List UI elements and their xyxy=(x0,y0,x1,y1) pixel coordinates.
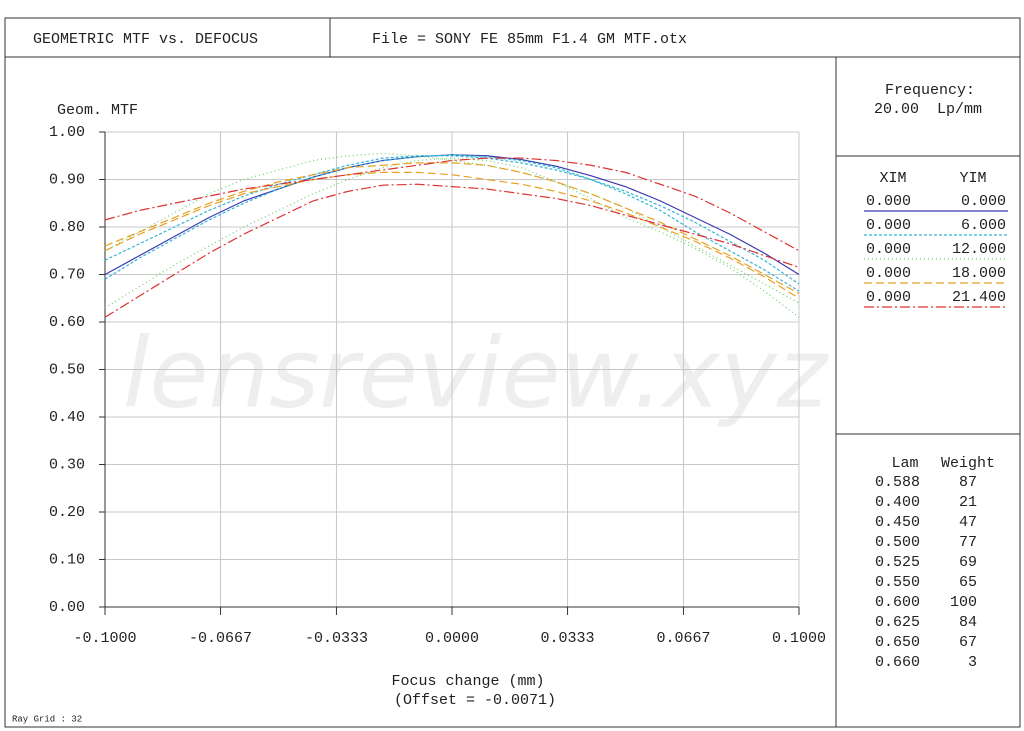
y-tick-label: 0.80 xyxy=(49,219,85,236)
wave-weight: 77 xyxy=(959,534,977,551)
mtf-curve xyxy=(104,154,800,292)
x-tick-label: 0.0333 xyxy=(541,630,595,647)
wave-weight: 3 xyxy=(968,654,977,671)
x-tick-label: 0.0667 xyxy=(656,630,710,647)
wave-lam: 0.600 xyxy=(875,594,920,611)
frequency-value: 20.00 Lp/mm xyxy=(874,101,982,118)
field-xim: 0.000 xyxy=(866,265,911,282)
y-tick-label: 0.40 xyxy=(49,409,85,426)
mtf-curve xyxy=(104,155,800,285)
y-tick-label: 0.00 xyxy=(49,599,85,616)
field-yim: 18.000 xyxy=(952,265,1006,282)
wave-weight: 100 xyxy=(950,594,977,611)
field-yim: 12.000 xyxy=(952,241,1006,258)
field-xim: 0.000 xyxy=(866,241,911,258)
x-axis-title: Focus change (mm) xyxy=(391,673,544,690)
y-tick-label: 0.10 xyxy=(49,551,85,568)
wave-weight: 84 xyxy=(959,614,977,631)
field-yim: 6.000 xyxy=(961,217,1006,234)
wave-weight: 47 xyxy=(959,514,977,531)
wave-lam: 0.525 xyxy=(875,554,920,571)
footer: Ray Grid : 32 xyxy=(12,714,82,724)
x-tick-label: -0.1000 xyxy=(73,630,136,647)
x-tick-label: 0.0000 xyxy=(425,630,479,647)
wave-lam: 0.660 xyxy=(875,654,920,671)
y-tick-label: 0.30 xyxy=(49,456,85,473)
wave-header: Weight xyxy=(941,455,995,472)
y-tick-label: 0.70 xyxy=(49,266,85,283)
field-xim: 0.000 xyxy=(866,289,911,306)
y-tick-label: 0.60 xyxy=(49,314,85,331)
wave-lam: 0.500 xyxy=(875,534,920,551)
wave-weight: 65 xyxy=(959,574,977,591)
field-yim: 21.400 xyxy=(952,289,1006,306)
outer-frame xyxy=(4,17,1021,728)
x-tick-label: 0.1000 xyxy=(772,630,826,647)
frequency-label: Frequency: xyxy=(885,82,975,99)
watermark: lensreview.xyz xyxy=(123,317,830,429)
x-tick-label: -0.0333 xyxy=(305,630,368,647)
field-header: XIM xyxy=(879,170,906,187)
field-xim: 0.000 xyxy=(866,217,911,234)
wave-header: Lam xyxy=(891,455,918,472)
mtf-curve xyxy=(104,171,800,299)
wave-weight: 21 xyxy=(959,494,977,511)
mtf-curve xyxy=(104,154,800,276)
wave-lam: 0.450 xyxy=(875,514,920,531)
header-title: GEOMETRIC MTF vs. DEFOCUS xyxy=(33,31,258,48)
y-tick-label: 0.50 xyxy=(49,361,85,378)
field-header: YIM xyxy=(959,170,986,187)
mtf-curve xyxy=(104,162,800,295)
wave-lam: 0.625 xyxy=(875,614,920,631)
mtf-curve xyxy=(104,183,800,318)
wave-lam: 0.588 xyxy=(875,474,920,491)
y-tick-label: 1.00 xyxy=(49,124,85,141)
wave-weight: 67 xyxy=(959,634,977,651)
field-yim: 0.000 xyxy=(961,193,1006,210)
y-tick-label: 0.20 xyxy=(49,504,85,521)
y-tick-label: 0.90 xyxy=(49,171,85,188)
wave-weight: 87 xyxy=(959,474,977,491)
wave-lam: 0.650 xyxy=(875,634,920,651)
y-axis-title: Geom. MTF xyxy=(57,102,138,119)
wave-lam: 0.550 xyxy=(875,574,920,591)
wave-weight: 69 xyxy=(959,554,977,571)
x-tick-label: -0.0667 xyxy=(189,630,252,647)
x-axis-subtitle: (Offset = -0.0071) xyxy=(394,692,556,709)
wave-lam: 0.400 xyxy=(875,494,920,511)
header-file: File = SONY FE 85mm F1.4 GM MTF.otx xyxy=(372,31,687,48)
field-xim: 0.000 xyxy=(866,193,911,210)
